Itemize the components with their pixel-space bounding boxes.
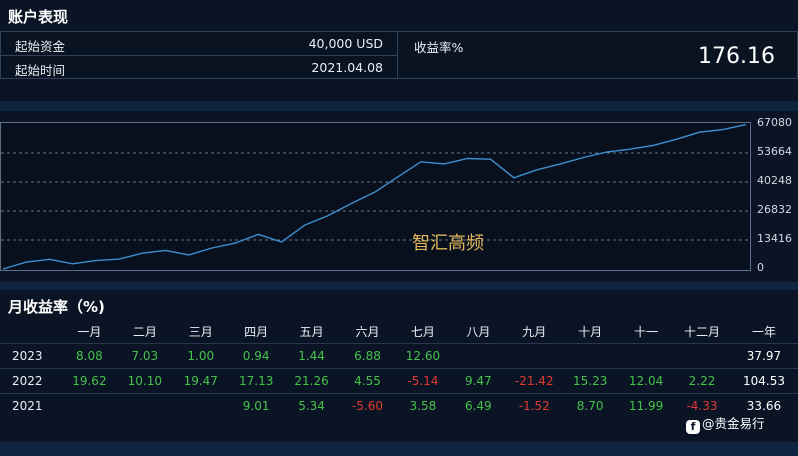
month-return-cell [618,343,675,369]
account-title: 账户表现 [8,8,69,26]
month-return-cell [172,393,229,418]
month-return-cell: -4.33 [674,393,730,418]
year-cell: 2022 [0,368,62,394]
section-divider-top [0,101,798,111]
month-return-cell: 1.00 [172,343,229,369]
monthly-returns-table: 一月 二月 三月 四月 五月 六月 七月 八月 九月 十月 十一 十二月 一年 … [0,319,798,418]
month-return-cell: 8.08 [61,343,117,369]
start-funds-row: 起始资金 40,000 USD [1,32,397,56]
y-tick-label: 67080 [757,116,792,129]
header-cell: 十二月 [683,324,720,339]
month-return-cell: 7.03 [116,343,173,369]
header-cell: 五月 [299,324,324,339]
table-row: 2023 8.08 7.03 1.00 0.94 1.44 6.88 12.60 37.97 [0,343,798,369]
month-return-cell: 21.26 [283,368,340,394]
header-cell: 九月 [522,324,547,339]
month-return-cell: -21.42 [506,368,563,394]
section-divider-bottom [0,442,798,456]
year-total-cell: 33.66 [729,393,798,418]
header-cell: 十月 [578,324,603,339]
equity-line [2,123,747,270]
header-cell: 一年 [751,324,776,339]
month-return-cell: 9.47 [450,368,507,394]
y-tick-label: 0 [757,261,764,274]
start-funds-value: 40,000 USD [308,36,383,51]
year-header [0,319,62,344]
table-row: 2022 19.62 10.10 19.47 17.13 21.26 4.55 -5.14 9.… [0,368,798,394]
month-return-cell [61,393,117,418]
month-return-cell: 12.04 [618,368,675,394]
month-return-cell: 8.70 [562,393,619,418]
return-panel: 收益率% 176.16 [398,31,798,79]
month-return-cell: 1.44 [283,343,340,369]
start-time-label: 起始时间 [15,63,66,78]
month-return-cell: 3.58 [395,393,451,418]
month-return-cell: 6.88 [339,343,396,369]
header-cell: 四月 [244,324,269,339]
month-return-cell: 11.99 [618,393,675,418]
row-divider [1,55,397,56]
equity-chart [0,122,751,271]
month-return-cell: -5.14 [395,368,451,394]
month-return-cell [562,343,619,369]
month-return-cell: 15.23 [562,368,619,394]
header-cell: 三月 [188,324,213,339]
header-cell: 六月 [355,324,380,339]
year-cell: 2021 [0,393,62,418]
month-return-cell [116,393,173,418]
month-return-cell: 17.13 [228,368,284,394]
chart-watermark: 智汇高频 [412,233,484,254]
start-funds-label: 起始资金 [15,39,66,54]
month-return-cell: -5.60 [339,393,396,418]
month-return-cell: 9.01 [228,393,284,418]
year-total-cell: 37.97 [729,343,798,369]
month-return-cell: 10.10 [116,368,173,394]
monthly-title: 月收益率（%) [8,298,105,316]
source-credit: f @贵金易行 [686,413,765,434]
year-cell: 2023 [0,343,62,369]
table-header-row: 一月 二月 三月 四月 五月 六月 七月 八月 九月 十月 十一 十二月 一年 [0,319,798,344]
month-return-cell: 0.94 [228,343,284,369]
equity-chart-svg [1,123,750,270]
return-value: 176.16 [698,44,775,69]
y-tick-label: 13416 [757,232,792,245]
header-cell: 一月 [77,324,102,339]
header-cell: 十一 [634,324,659,339]
month-return-cell: 6.49 [450,393,507,418]
y-tick-label: 26832 [757,203,792,216]
weibo-icon: f [686,420,700,434]
month-return-cell [674,343,730,369]
year-total-cell: 104.53 [729,368,798,394]
header-cell: 二月 [132,324,157,339]
return-label: 收益率% [414,40,464,55]
month-return-cell [450,343,507,369]
month-return-cell: 4.55 [339,368,396,394]
month-return-cell: 19.62 [61,368,117,394]
month-return-cell: 2.22 [674,368,730,394]
credit-text: @贵金易行 [702,416,765,431]
start-time-value: 2021.04.08 [311,60,383,75]
month-return-cell: -1.52 [506,393,563,418]
month-return-cell [506,343,563,369]
account-info-table: 起始资金 40,000 USD 起始时间 2021.04.08 [0,31,398,79]
start-time-row: 起始时间 2021.04.08 [1,56,397,79]
y-tick-label: 53664 [757,145,792,158]
table-row: 2021 9.01 5.34 -5.60 3.58 6.49 -1.52 8.70 11.99-… [0,393,798,418]
header-cell: 八月 [466,324,491,339]
month-return-cell: 12.60 [395,343,451,369]
y-tick-label: 40248 [757,174,792,187]
month-return-cell: 19.47 [172,368,229,394]
month-return-cell: 5.34 [283,393,340,418]
header-cell: 七月 [410,324,435,339]
monthly-table-body: 2023 8.08 7.03 1.00 0.94 1.44 6.88 12.60 37.97 20… [0,343,798,418]
section-divider-mid [0,282,798,290]
